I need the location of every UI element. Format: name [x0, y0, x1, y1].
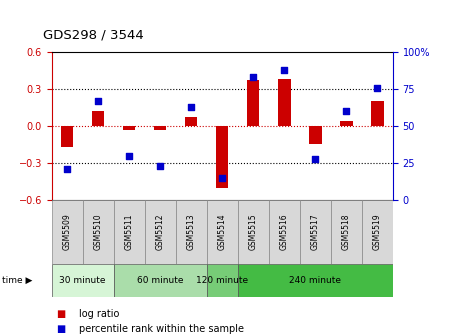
Bar: [114, 264, 207, 297]
Text: GSM5514: GSM5514: [218, 213, 227, 250]
Point: [312, 156, 319, 161]
Text: GSM5516: GSM5516: [280, 213, 289, 250]
Point: [126, 153, 133, 158]
Text: GSM5513: GSM5513: [187, 213, 196, 250]
Text: ■: ■: [56, 324, 66, 334]
Text: 240 minute: 240 minute: [289, 276, 341, 285]
Bar: [216, 126, 229, 187]
Text: percentile rank within the sample: percentile rank within the sample: [79, 324, 243, 334]
Text: GSM5510: GSM5510: [94, 213, 103, 250]
Bar: [52, 200, 83, 264]
Text: ■: ■: [56, 309, 66, 319]
Point: [64, 166, 71, 172]
Bar: [207, 264, 238, 297]
Text: time ▶: time ▶: [2, 276, 33, 285]
Bar: [114, 200, 145, 264]
Point: [250, 75, 257, 80]
Bar: [83, 200, 114, 264]
Point: [188, 104, 195, 110]
Bar: [371, 101, 383, 126]
Text: GSM5515: GSM5515: [249, 213, 258, 250]
Text: GSM5519: GSM5519: [373, 213, 382, 250]
Bar: [340, 121, 352, 126]
Bar: [309, 126, 321, 144]
Bar: [185, 117, 198, 126]
Point: [343, 109, 350, 114]
Bar: [145, 200, 176, 264]
Bar: [92, 111, 104, 126]
Point: [219, 175, 226, 180]
Bar: [176, 200, 207, 264]
Bar: [269, 200, 300, 264]
Bar: [123, 126, 136, 130]
Bar: [238, 200, 269, 264]
Text: 30 minute: 30 minute: [59, 276, 106, 285]
Text: log ratio: log ratio: [79, 309, 119, 319]
Bar: [247, 80, 260, 126]
Point: [281, 67, 288, 73]
Bar: [300, 200, 331, 264]
Bar: [52, 264, 114, 297]
Bar: [331, 200, 362, 264]
Point: [157, 163, 164, 169]
Text: GSM5517: GSM5517: [311, 213, 320, 250]
Text: GSM5518: GSM5518: [342, 214, 351, 250]
Point: [95, 98, 102, 103]
Text: GSM5511: GSM5511: [125, 214, 134, 250]
Text: GSM5509: GSM5509: [63, 213, 72, 250]
Text: GDS298 / 3544: GDS298 / 3544: [43, 29, 143, 42]
Text: 120 minute: 120 minute: [196, 276, 248, 285]
Bar: [278, 79, 291, 126]
Bar: [362, 200, 393, 264]
Bar: [238, 264, 393, 297]
Bar: [154, 126, 167, 130]
Point: [374, 85, 381, 90]
Text: 60 minute: 60 minute: [137, 276, 184, 285]
Bar: [61, 126, 73, 147]
Text: GSM5512: GSM5512: [156, 214, 165, 250]
Bar: [207, 200, 238, 264]
